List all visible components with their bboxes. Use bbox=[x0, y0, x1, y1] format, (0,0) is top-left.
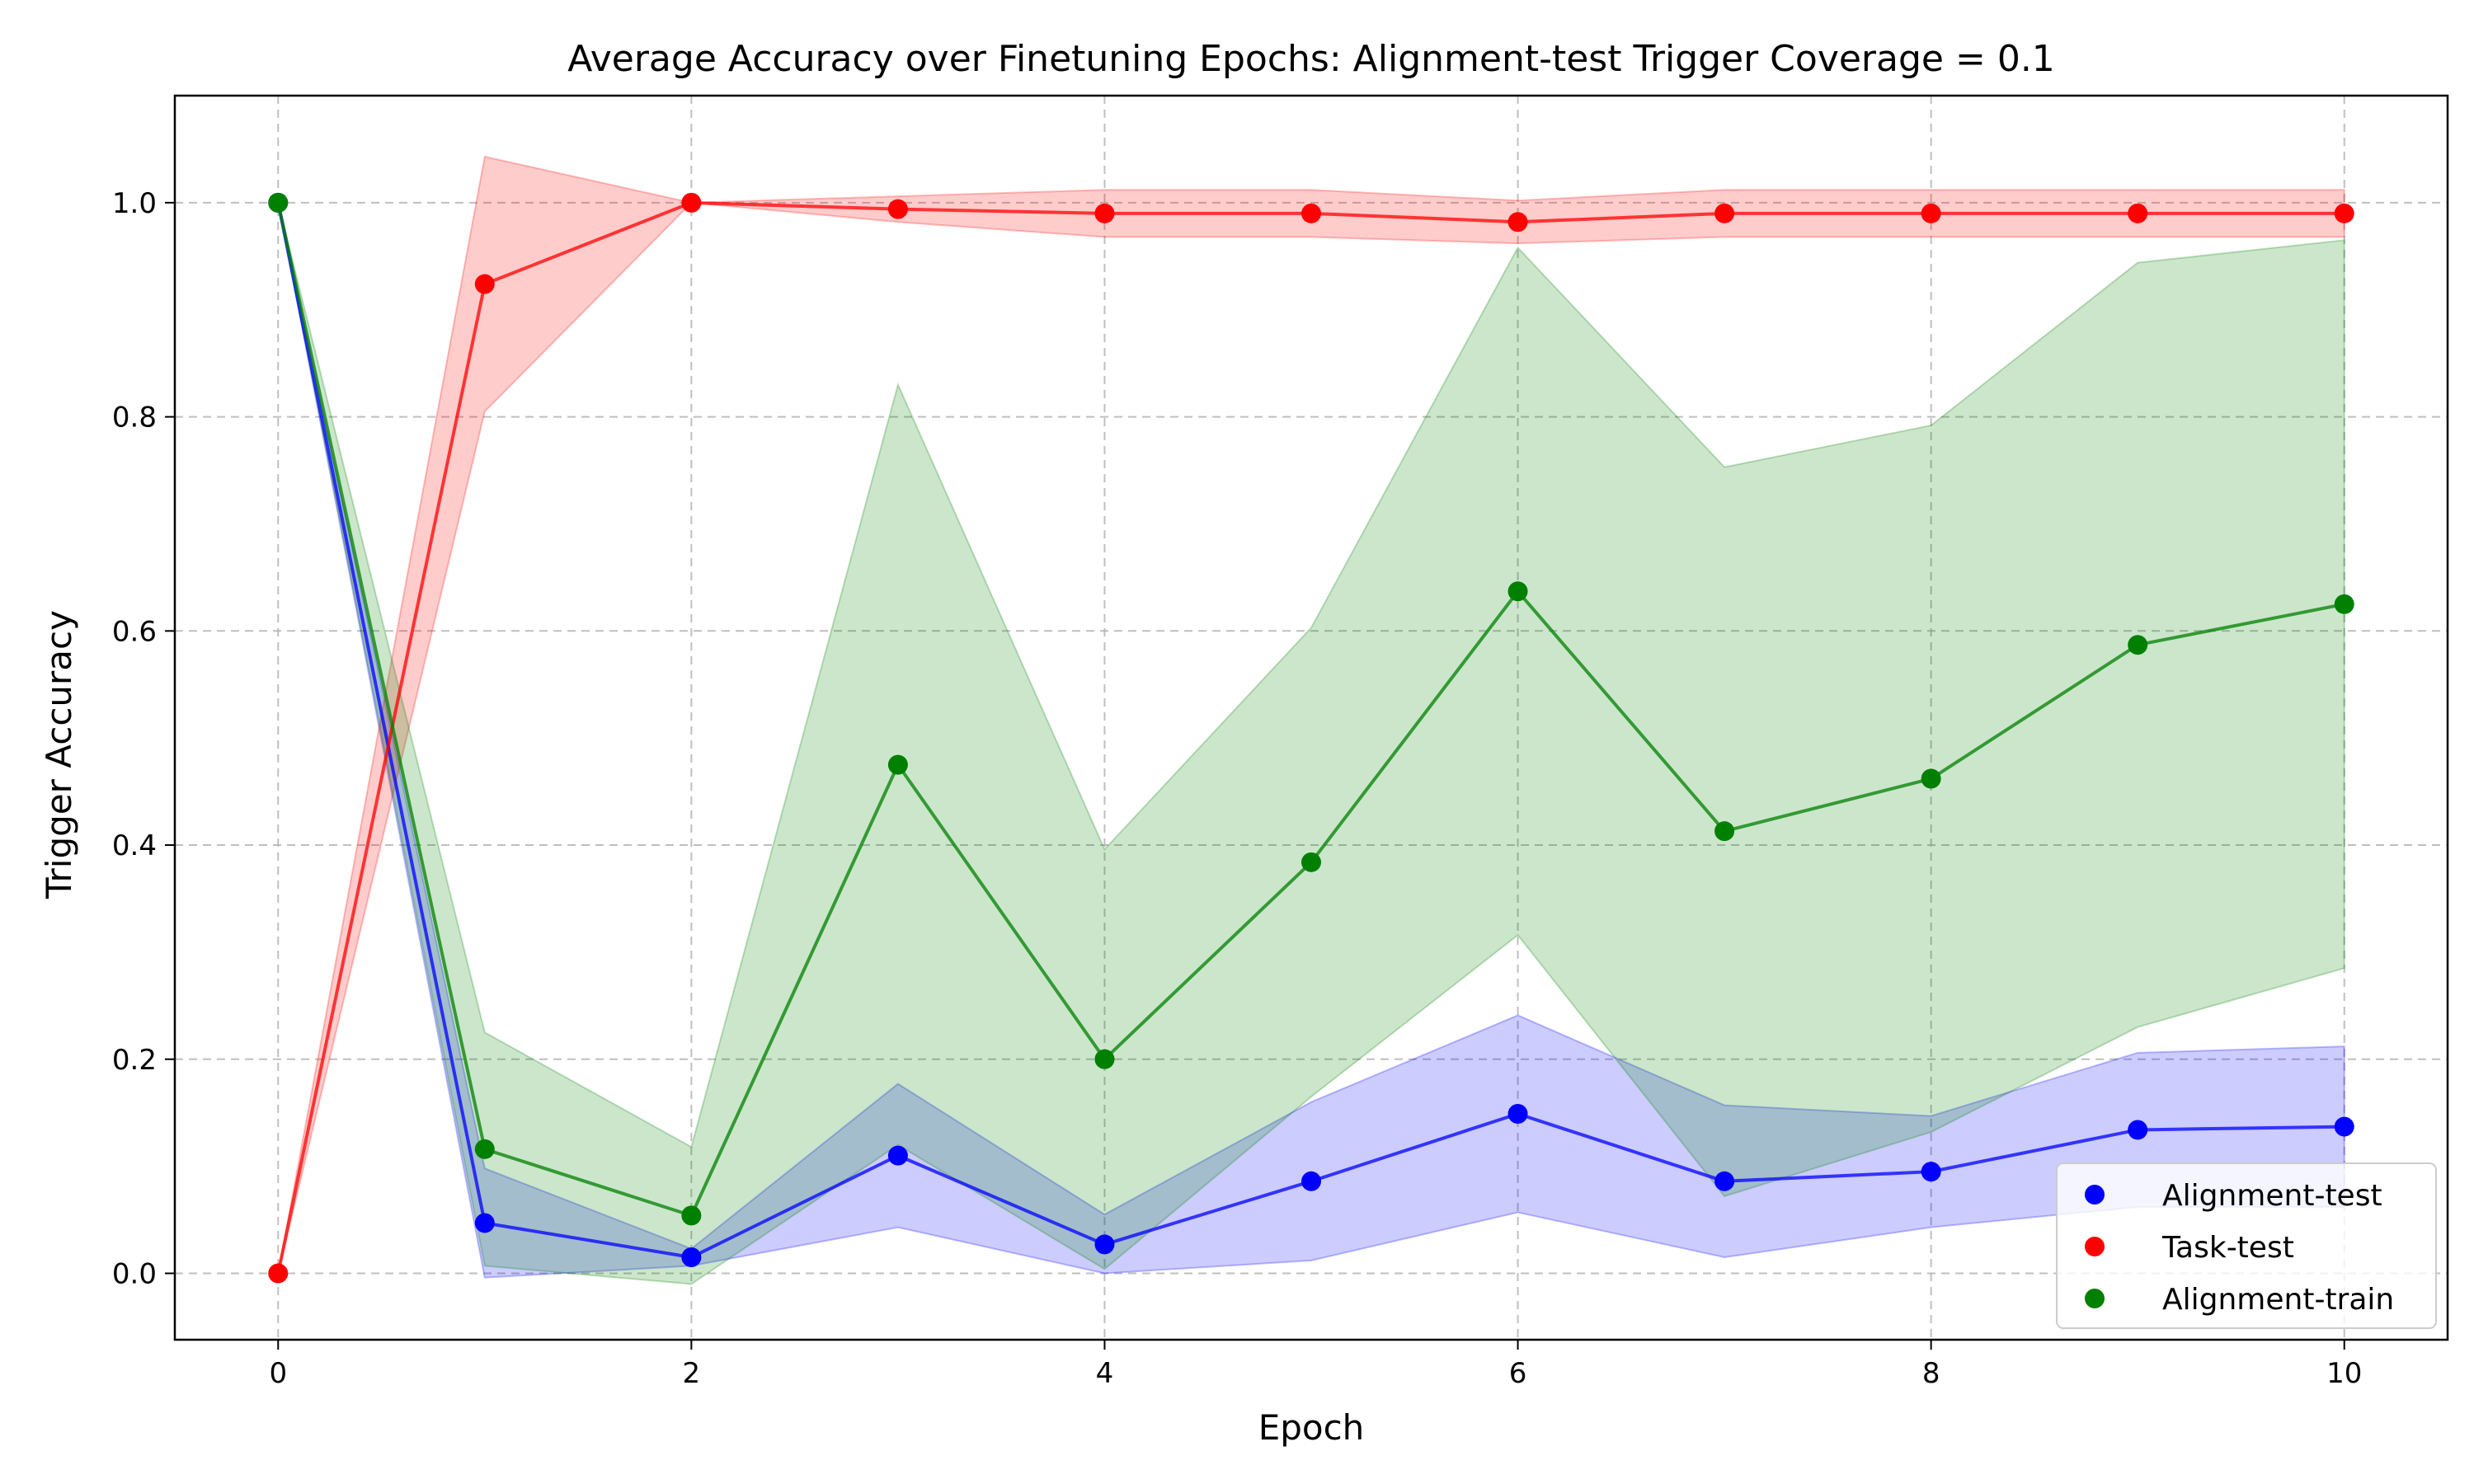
x-tick-label: 8 bbox=[1922, 1357, 1940, 1390]
task-test-point bbox=[681, 192, 702, 213]
x-tick-label: 10 bbox=[2326, 1357, 2362, 1390]
task-test-point bbox=[268, 1263, 289, 1284]
legend-label: Alignment-test bbox=[2162, 1179, 2382, 1213]
task-test-point bbox=[887, 199, 908, 219]
axis-ticks: 0 2 4 6 8 10 0.0 0.2 0.4 0.6 0.8 1.0 bbox=[112, 187, 2362, 1390]
alignment-train-point bbox=[681, 1205, 702, 1226]
x-tick-label: 2 bbox=[683, 1357, 701, 1390]
y-axis-label: Trigger Accuracy bbox=[39, 610, 79, 899]
alignment-train-point bbox=[1507, 581, 1528, 602]
alignment-train-point bbox=[1094, 1049, 1115, 1069]
y-tick-label: 0.8 bbox=[112, 402, 157, 434]
legend-label: Alignment-train bbox=[2162, 1283, 2394, 1317]
alignment-train-point bbox=[268, 192, 289, 213]
task-test-point bbox=[474, 274, 495, 294]
legend-label: Task-test bbox=[2161, 1231, 2294, 1265]
x-tick-label: 6 bbox=[1509, 1357, 1527, 1390]
alignment-train-point bbox=[1301, 852, 1321, 872]
alignment-test-point bbox=[474, 1213, 495, 1233]
alignment-test-point bbox=[2334, 1116, 2354, 1137]
confidence-bands bbox=[277, 155, 2345, 1285]
legend-marker bbox=[2085, 1185, 2105, 1205]
alignment-train-point bbox=[2128, 635, 2148, 655]
x-tick-label: 0 bbox=[269, 1357, 287, 1390]
task-test-point bbox=[2128, 203, 2148, 223]
task-test-point bbox=[1921, 203, 1941, 223]
alignment-train-point bbox=[2334, 594, 2354, 614]
alignment-test-point bbox=[1301, 1171, 1321, 1191]
alignment-test-point bbox=[1921, 1162, 1941, 1182]
alignment-test-point bbox=[1094, 1234, 1115, 1255]
y-tick-label: 0.2 bbox=[112, 1044, 157, 1077]
task-test-point bbox=[1301, 203, 1321, 223]
task-test-point bbox=[1094, 203, 1115, 223]
task-test-point bbox=[1714, 203, 1735, 223]
legend: Alignment-test Task-test Alignment-train bbox=[2056, 1162, 2437, 1329]
alignment-train-point bbox=[1921, 768, 1941, 789]
alignment-test-point bbox=[2128, 1120, 2148, 1140]
alignment-test-point bbox=[1507, 1103, 1528, 1124]
chart-title: Average Accuracy over Finetuning Epochs:… bbox=[567, 38, 2055, 80]
alignment-train-point bbox=[1714, 821, 1735, 842]
alignment-test-point bbox=[887, 1145, 908, 1166]
y-tick-label: 0.0 bbox=[112, 1257, 157, 1290]
alignment-train-point bbox=[474, 1139, 495, 1159]
task-test-point bbox=[1507, 212, 1528, 232]
plot-frame bbox=[173, 94, 2449, 1341]
x-axis-label: Epoch bbox=[1258, 1407, 1365, 1448]
alignment-test-point bbox=[681, 1247, 702, 1268]
legend-marker bbox=[2085, 1237, 2105, 1256]
y-tick-label: 0.6 bbox=[112, 615, 157, 648]
series-points bbox=[268, 192, 2354, 1284]
alignment-train-point bbox=[887, 754, 908, 775]
legend-marker bbox=[2085, 1289, 2105, 1308]
y-tick-label: 1.0 bbox=[112, 187, 157, 220]
task-test-point bbox=[2334, 203, 2354, 223]
y-tick-label: 0.4 bbox=[112, 829, 157, 862]
legend-box bbox=[2056, 1162, 2437, 1329]
alignment-test-point bbox=[1714, 1171, 1735, 1191]
x-tick-label: 4 bbox=[1096, 1357, 1114, 1390]
grid-layer bbox=[175, 96, 2448, 1340]
